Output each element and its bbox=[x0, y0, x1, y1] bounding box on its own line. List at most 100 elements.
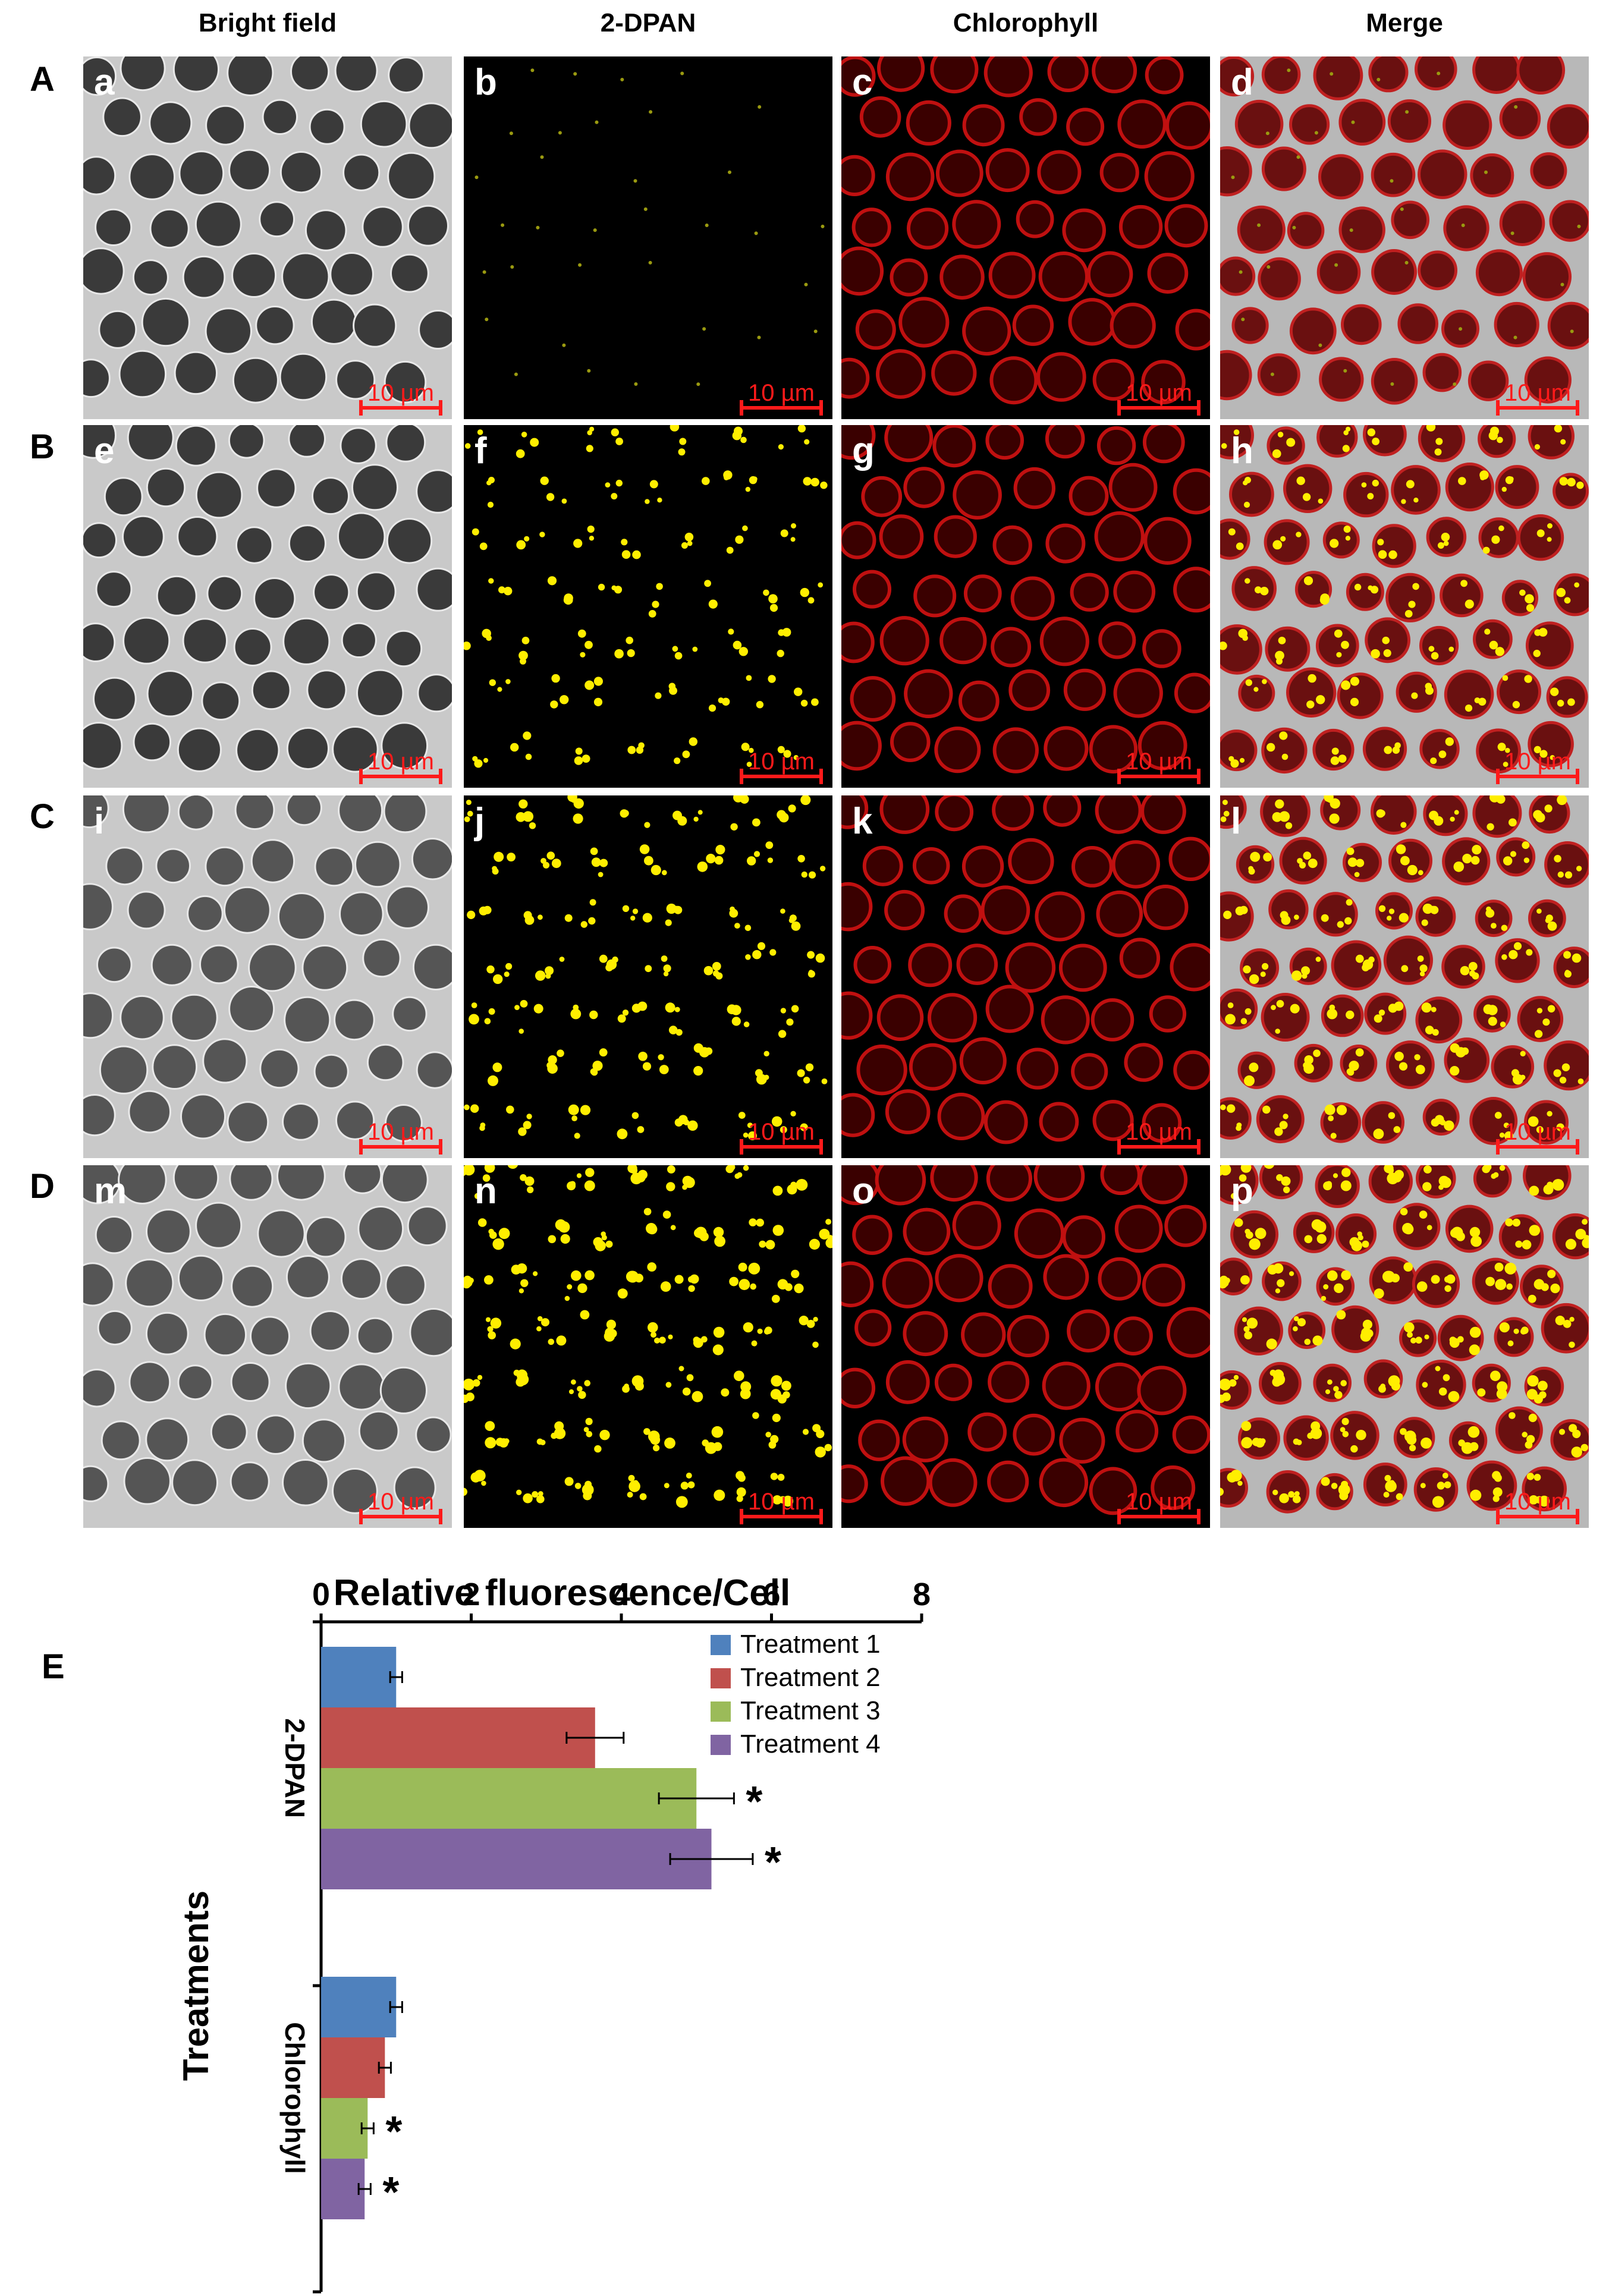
lipid-droplet bbox=[643, 207, 648, 211]
cell bbox=[122, 617, 171, 665]
lipid-droplet bbox=[501, 223, 505, 227]
cell bbox=[1144, 151, 1195, 202]
cell bbox=[1142, 1263, 1186, 1307]
lipid-droplet bbox=[680, 1482, 689, 1490]
lipid-droplet bbox=[791, 523, 796, 529]
lipid-droplet bbox=[1553, 1069, 1561, 1077]
scale-bar: 10 µm bbox=[1496, 381, 1579, 416]
lipid-droplet bbox=[665, 1002, 675, 1013]
lipid-droplet bbox=[1533, 746, 1541, 753]
lipid-droplet bbox=[605, 964, 613, 971]
lipid-droplet bbox=[1377, 77, 1381, 81]
cell bbox=[230, 1362, 271, 1402]
cell bbox=[1071, 1053, 1108, 1090]
cell bbox=[171, 1459, 219, 1506]
lipid-droplet bbox=[589, 536, 595, 541]
lipid-droplet bbox=[642, 913, 652, 923]
cell bbox=[253, 577, 296, 620]
lipid-droplet bbox=[1315, 957, 1321, 962]
cell bbox=[1005, 942, 1056, 993]
lipid-droplet bbox=[1513, 335, 1517, 339]
lipid-droplet bbox=[1480, 475, 1485, 480]
lipid-droplet bbox=[497, 687, 502, 692]
cell bbox=[1137, 1366, 1187, 1416]
cell bbox=[958, 680, 1000, 722]
lipid-droplet bbox=[1325, 1389, 1331, 1395]
cell bbox=[1016, 200, 1054, 238]
cell bbox=[360, 100, 408, 148]
cell bbox=[205, 846, 245, 887]
cell bbox=[841, 425, 876, 460]
lipid-droplet bbox=[771, 1116, 782, 1127]
cell bbox=[882, 1257, 933, 1309]
lipid-droplet bbox=[1448, 646, 1454, 652]
lipid-droplet bbox=[592, 1011, 598, 1018]
lipid-droplet bbox=[1528, 1294, 1536, 1303]
lipid-droplet bbox=[1525, 594, 1534, 603]
cell bbox=[1231, 566, 1277, 611]
cell bbox=[83, 425, 117, 459]
cell bbox=[904, 669, 953, 718]
cell bbox=[1096, 426, 1136, 466]
lipid-droplet bbox=[668, 1026, 678, 1034]
cell bbox=[102, 97, 142, 137]
lipid-droplet bbox=[1513, 1328, 1519, 1334]
cell bbox=[175, 425, 217, 467]
lipid-droplet bbox=[498, 586, 505, 594]
lipid-droplet bbox=[1318, 343, 1322, 347]
lipid-droplet bbox=[627, 649, 635, 658]
cell bbox=[1014, 1208, 1065, 1259]
lipid-droplet bbox=[1538, 628, 1548, 637]
cell bbox=[961, 1312, 1006, 1357]
lipid-droplet bbox=[573, 813, 583, 824]
cell bbox=[1042, 1361, 1091, 1410]
cell bbox=[1413, 1467, 1459, 1512]
y-axis-title: Treatments bbox=[176, 1891, 216, 2081]
cell bbox=[1264, 519, 1310, 565]
lipid-droplet bbox=[1240, 1018, 1247, 1024]
lipid-droplet bbox=[663, 964, 671, 973]
lipid-droplet bbox=[819, 866, 826, 872]
lipid-droplet bbox=[1342, 445, 1350, 452]
lipid-droplet bbox=[516, 449, 525, 458]
lipid-droplet bbox=[1383, 1492, 1390, 1498]
lipid-droplet bbox=[517, 1372, 524, 1380]
lipid-droplet bbox=[688, 1285, 695, 1292]
cell bbox=[1142, 425, 1185, 464]
lipid-droplet bbox=[1220, 1394, 1225, 1403]
lipid-droplet bbox=[464, 1165, 475, 1176]
cell bbox=[1098, 1257, 1142, 1301]
cell bbox=[1069, 476, 1109, 516]
lipid-droplet bbox=[1435, 438, 1443, 445]
cell bbox=[1008, 838, 1054, 885]
lipid-droplet bbox=[791, 1269, 800, 1278]
cell bbox=[150, 943, 193, 986]
lipid-droplet bbox=[518, 799, 528, 809]
lipid-droplet bbox=[1485, 1276, 1495, 1287]
lipid-droplet bbox=[813, 329, 818, 334]
lipid-droplet bbox=[598, 583, 605, 591]
lipid-droplet bbox=[1337, 921, 1344, 928]
lipid-droplet bbox=[1316, 695, 1325, 704]
lipid-droplet bbox=[605, 1240, 613, 1248]
cell bbox=[939, 617, 987, 665]
lipid-droplet bbox=[1497, 436, 1503, 444]
lipid-droplet bbox=[1296, 531, 1302, 537]
lipid-droplet bbox=[693, 1066, 703, 1076]
cell bbox=[387, 152, 436, 200]
cell bbox=[235, 728, 280, 773]
cell bbox=[879, 616, 929, 666]
lipid-droplet bbox=[1328, 1115, 1334, 1121]
lipid-droplet bbox=[1394, 742, 1401, 749]
scale-bar: 10 µm bbox=[1117, 750, 1201, 784]
panel-letter: d bbox=[1231, 62, 1253, 103]
cell bbox=[1525, 621, 1574, 670]
lipid-droplet bbox=[464, 641, 471, 650]
scale-bar-line bbox=[1496, 769, 1579, 784]
lipid-droplet bbox=[1582, 1238, 1589, 1248]
lipid-droplet bbox=[1380, 1383, 1385, 1389]
cell bbox=[1491, 1045, 1535, 1089]
lipid-droplet bbox=[1547, 1181, 1553, 1188]
cell bbox=[1047, 56, 1089, 92]
lipid-droplet bbox=[1554, 425, 1563, 433]
